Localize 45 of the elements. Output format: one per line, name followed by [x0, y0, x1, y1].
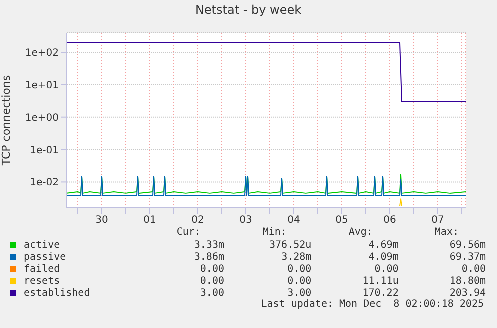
text: Cur: — [176, 227, 202, 239]
x-tick-label: 06 — [384, 215, 396, 226]
text: Avg: — [348, 227, 374, 239]
text: 0.00 — [286, 264, 313, 274]
y-tick-label: 1e-01 — [30, 145, 59, 156]
text: 0.00 — [460, 264, 488, 274]
text: Last update: Mon Dec 8 02:00:18 2025 — [260, 299, 485, 311]
text: 3.33m — [193, 240, 226, 250]
x-tick-label: 01 — [144, 215, 156, 226]
text: Min: — [262, 227, 288, 239]
x-tick-label: 03 — [240, 215, 252, 226]
x-tick-label: 07 — [432, 215, 444, 226]
text: 4.69m — [368, 240, 400, 250]
text: Max: — [434, 227, 460, 239]
text: 69.37m — [448, 252, 488, 262]
y-tick-label: 1e+01 — [25, 80, 59, 92]
text: 0.00 — [199, 264, 226, 274]
text: 3.86m — [193, 252, 226, 262]
text: 0.00 — [374, 264, 400, 274]
text: 69.56m — [448, 240, 488, 250]
text: 203.94 — [448, 288, 488, 298]
legend-label: resets — [24, 276, 60, 286]
legend-label: passive — [24, 252, 66, 262]
y-tick-label: 1e-02 — [30, 178, 59, 189]
text: 4.09m — [368, 252, 400, 262]
text: 0.00 — [286, 276, 313, 286]
text: 170.22 — [362, 288, 400, 298]
text: 376.52u — [268, 240, 313, 250]
text: 0.00 — [199, 276, 226, 286]
text: 3.28m — [280, 252, 313, 262]
legend-label: established — [24, 288, 90, 298]
y-axis-title: TCP connections — [0, 75, 13, 167]
legend-label: failed — [24, 264, 60, 274]
x-tick-label: 05 — [336, 215, 348, 226]
text: 3.00 — [286, 288, 313, 298]
text: 11.11u — [362, 276, 400, 286]
x-tick-label: 02 — [192, 215, 204, 226]
x-tick-label: 30 — [96, 215, 108, 226]
legend-label: active — [24, 240, 60, 250]
x-tick-label: 04 — [288, 215, 300, 226]
y-tick-label: 1e+00 — [25, 112, 59, 124]
text: 3.00 — [199, 288, 226, 298]
text: 18.80m — [448, 276, 488, 286]
y-tick-label: 1e+02 — [25, 48, 59, 60]
chart-title: Netstat - by week — [194, 3, 303, 17]
